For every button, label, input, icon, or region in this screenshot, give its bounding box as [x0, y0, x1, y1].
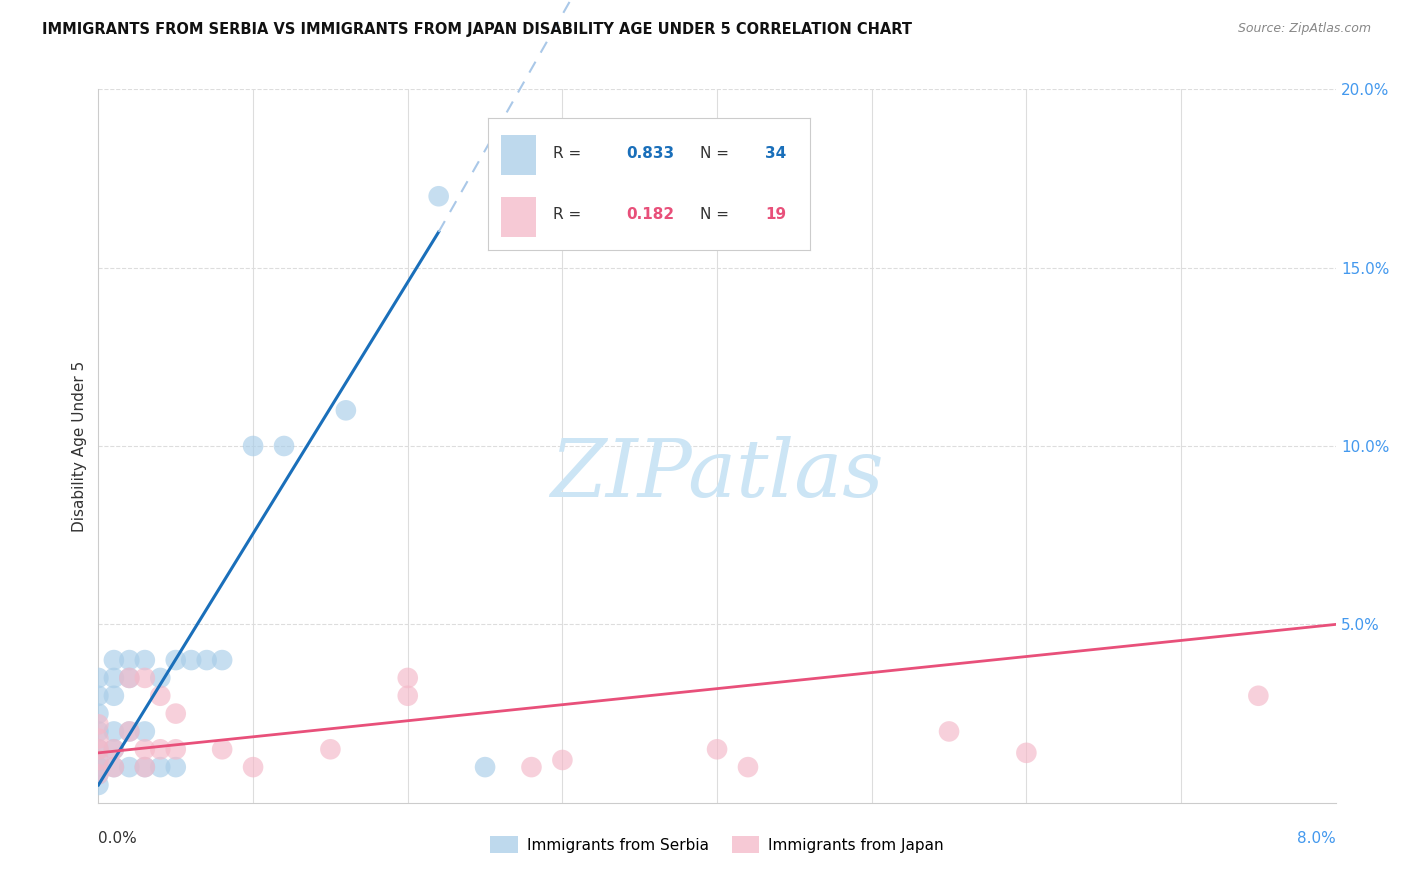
Text: ZIPatlas: ZIPatlas: [550, 436, 884, 513]
Point: [118, 724, 141, 739]
Point: [134, 653, 156, 667]
Text: 8.0%: 8.0%: [1296, 831, 1336, 847]
Point: [165, 760, 187, 774]
Point: [1247, 689, 1270, 703]
Text: 0.0%: 0.0%: [98, 831, 138, 847]
Point: [87, 753, 110, 767]
Y-axis label: Disability Age Under 5: Disability Age Under 5: [72, 360, 87, 532]
Point: [118, 671, 141, 685]
Point: [118, 724, 141, 739]
Point: [938, 724, 960, 739]
Legend: Immigrants from Serbia, Immigrants from Japan: Immigrants from Serbia, Immigrants from …: [484, 830, 950, 859]
Point: [87, 717, 110, 731]
Point: [103, 671, 125, 685]
Point: [180, 653, 202, 667]
Point: [242, 439, 264, 453]
Point: [1015, 746, 1038, 760]
Point: [319, 742, 342, 756]
Point: [149, 689, 172, 703]
Point: [118, 653, 141, 667]
Point: [87, 742, 110, 756]
Point: [87, 689, 110, 703]
Point: [149, 760, 172, 774]
Point: [335, 403, 357, 417]
Point: [134, 760, 156, 774]
Point: [87, 731, 110, 746]
Point: [87, 671, 110, 685]
Point: [396, 671, 419, 685]
Point: [134, 742, 156, 756]
Point: [87, 778, 110, 792]
Point: [103, 653, 125, 667]
Point: [103, 742, 125, 756]
Point: [737, 760, 759, 774]
Point: [103, 689, 125, 703]
Point: [118, 671, 141, 685]
Text: IMMIGRANTS FROM SERBIA VS IMMIGRANTS FROM JAPAN DISABILITY AGE UNDER 5 CORRELATI: IMMIGRANTS FROM SERBIA VS IMMIGRANTS FRO…: [42, 22, 912, 37]
Point: [149, 671, 172, 685]
Point: [134, 671, 156, 685]
Point: [242, 760, 264, 774]
Point: [211, 742, 233, 756]
Point: [195, 653, 218, 667]
Point: [87, 724, 110, 739]
Point: [211, 653, 233, 667]
Point: [165, 742, 187, 756]
Text: Source: ZipAtlas.com: Source: ZipAtlas.com: [1237, 22, 1371, 36]
Point: [474, 760, 496, 774]
Point: [87, 767, 110, 781]
Point: [165, 706, 187, 721]
Point: [87, 706, 110, 721]
Point: [551, 753, 574, 767]
Point: [103, 760, 125, 774]
Point: [149, 742, 172, 756]
Point: [118, 760, 141, 774]
Point: [87, 742, 110, 756]
Point: [520, 760, 543, 774]
Point: [165, 653, 187, 667]
Point: [134, 760, 156, 774]
Point: [103, 742, 125, 756]
Point: [134, 724, 156, 739]
Point: [273, 439, 295, 453]
Point: [87, 760, 110, 774]
Point: [396, 689, 419, 703]
Point: [103, 760, 125, 774]
Point: [103, 724, 125, 739]
Point: [87, 753, 110, 767]
Point: [706, 742, 728, 756]
Point: [427, 189, 450, 203]
Point: [87, 767, 110, 781]
